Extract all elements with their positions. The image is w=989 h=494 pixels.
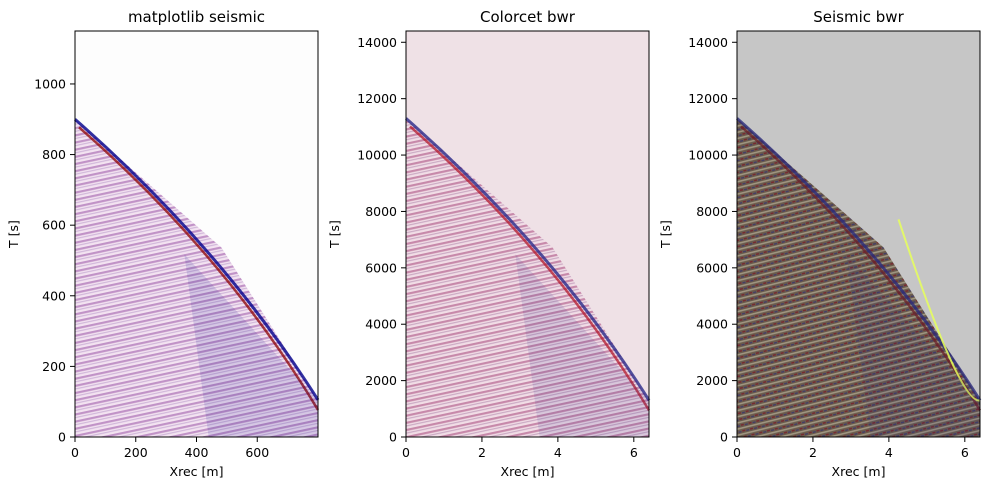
y-axis-label: T [s] (6, 220, 21, 249)
y-tick-label: 8000 (365, 204, 397, 219)
y-tick-label: 10000 (688, 148, 728, 163)
y-tick-label: 14000 (357, 35, 397, 50)
panel-2: 0 2 4 6 0 2000 4000 6000 8000 10000 12000 14000 Colo… (327, 8, 651, 479)
y-axis-label: T [s] (658, 220, 673, 249)
y-tick-label: 14000 (688, 35, 728, 50)
dense-reflections (515, 254, 649, 437)
y-tick-label: 800 (42, 147, 66, 162)
seismic-gather (737, 118, 980, 438)
x-axis-label: Xrec [m] (170, 464, 224, 479)
x-tick-label: 4 (554, 445, 562, 460)
x-tick-label: 6 (961, 445, 969, 460)
y-tick-label: 600 (42, 218, 66, 233)
x-axis-label: Xrec [m] (501, 464, 555, 479)
panel-title: matplotlib seismic (128, 8, 265, 26)
panel-title: Colorcet bwr (480, 8, 576, 26)
first-arrival-band (897, 219, 981, 402)
first-arrival-band (74, 118, 320, 401)
y-tick-label: 0 (720, 430, 728, 445)
axes-frame (405, 30, 650, 438)
x-tick-label: 600 (245, 445, 269, 460)
y-tick-label: 10000 (357, 148, 397, 163)
seismic-gather (75, 119, 318, 438)
x-tick-label: 200 (124, 445, 148, 460)
axes-frame (736, 30, 981, 438)
y-tick-label: 1000 (34, 76, 66, 91)
first-arrival-band (409, 125, 651, 411)
y-tick-label: 0 (58, 430, 66, 445)
dense-reflections (184, 254, 318, 437)
y-tick-label: 400 (42, 288, 66, 303)
y-tick-label: 0 (389, 430, 397, 445)
x-tick-label: 0 (71, 445, 79, 460)
x-tick-label: 2 (809, 445, 817, 460)
y-tick-label: 12000 (688, 91, 728, 106)
x-tick-label: 2 (478, 445, 486, 460)
first-arrival-band (736, 117, 982, 402)
x-tick-label: 6 (630, 445, 638, 460)
y-tick-label: 8000 (696, 204, 728, 219)
y-tick-label: 6000 (365, 260, 397, 275)
dense-reflections (846, 254, 980, 437)
x-tick-label: 400 (185, 445, 209, 460)
y-tick-label: 4000 (696, 317, 728, 332)
x-tick-label: 0 (402, 445, 410, 460)
x-tick-label: 0 (733, 445, 741, 460)
y-axis-label: T [s] (327, 220, 342, 249)
panel-1: 0 200 400 600 0 200 400 600 800 1000 matplotlib se… (6, 8, 320, 479)
y-tick-label: 2000 (696, 373, 728, 388)
y-tick-label: 2000 (365, 373, 397, 388)
panel-3: 0 2 4 6 0 2000 4000 6000 8000 10000 12000 14000 Seis… (658, 8, 982, 479)
first-arrival-band (405, 117, 651, 402)
x-tick-label: 4 (885, 445, 893, 460)
seismic-gather (406, 118, 649, 438)
y-tick-label: 4000 (365, 317, 397, 332)
y-tick-label: 6000 (696, 260, 728, 275)
y-tick-label: 12000 (357, 91, 397, 106)
panel-title: Seismic bwr (813, 8, 904, 26)
first-arrival-band (78, 126, 320, 411)
y-tick-label: 200 (42, 359, 66, 374)
x-axis-label: Xrec [m] (832, 464, 886, 479)
